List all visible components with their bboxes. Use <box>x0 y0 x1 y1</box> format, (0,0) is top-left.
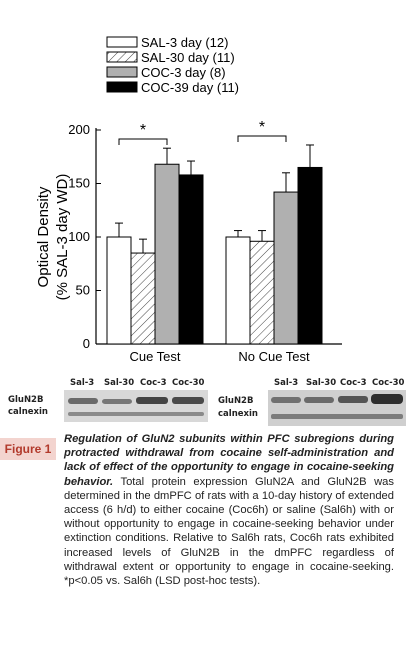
lane-label: Sal-30 <box>306 378 337 388</box>
y-axis-title: Optical Density <box>35 186 52 287</box>
chart-labels: 0 50 100 150 200 Optical Density (% SAL-3 day … <box>35 119 310 364</box>
lane-label: Sal-30 <box>104 378 135 388</box>
blot-right-labels: Sal-3 Sal-30 Coc-3 Coc-30 GluN2B calnexi… <box>214 378 411 428</box>
lane-label: Coc-3 <box>140 378 167 388</box>
chart-legend: SAL-3 day (12)SAL-30 day (11)COC-3 day (… <box>106 35 239 95</box>
bar-1 <box>106 236 132 345</box>
y-tick-label: 0 <box>83 336 90 351</box>
caption-title: Regulation of GluN2 subunits within PFC … <box>64 433 394 488</box>
lane-label: Coc-30 <box>372 378 405 388</box>
y-tick-label: 150 <box>68 176 90 191</box>
bar-chart: SAL-3 day (12)SAL-30 day (11)COC-3 day (… <box>35 35 342 364</box>
legend-swatch <box>106 36 138 48</box>
y-axis-title-2: (% SAL-3 day WD) <box>54 174 71 301</box>
row-label: calnexin <box>8 407 48 417</box>
legend-swatch <box>106 81 138 93</box>
significance-marker: * <box>259 119 265 136</box>
y-tick-label: 200 <box>68 122 90 137</box>
y-tick-label: 50 <box>76 283 90 298</box>
y-tick-label: 100 <box>68 229 90 244</box>
legend-label: SAL-3 day (12) <box>141 35 228 50</box>
bar-2 <box>130 252 156 345</box>
legend-swatch <box>106 66 138 78</box>
row-label: GluN2B <box>8 395 44 405</box>
row-label: GluN2B <box>218 396 254 406</box>
chart-bars <box>106 144 323 345</box>
bar-1 <box>225 236 251 345</box>
row-label: calnexin <box>218 409 258 419</box>
x-tick-label: Cue Test <box>129 349 180 364</box>
legend-label: COC-39 day (11) <box>141 80 239 95</box>
caption-text: Regulation of GluN2 subunits within PFC … <box>64 432 394 588</box>
significance-bracket <box>118 138 168 145</box>
figure-badge: Figure 1 <box>0 438 56 460</box>
bar-4 <box>178 174 204 345</box>
lane-label: Sal-3 <box>274 378 299 388</box>
bar-3 <box>273 191 299 345</box>
blot-left-image <box>64 390 208 422</box>
legend-swatch <box>106 51 138 63</box>
lane-label: Coc-30 <box>172 378 205 388</box>
significance-marker: * <box>140 122 146 139</box>
significance-bracket <box>237 135 287 142</box>
blot-left-labels: Sal-3 Sal-30 Coc-3 Coc-30 GluN2B calnexi… <box>0 378 210 428</box>
lane-label: Coc-3 <box>340 378 367 388</box>
bar-4 <box>297 166 323 345</box>
bar-2 <box>249 240 275 345</box>
lane-label: Sal-3 <box>70 378 95 388</box>
caption-body: Total protein expression GluN2A and GluN… <box>64 475 394 588</box>
bar-3 <box>154 163 180 345</box>
blot-right-image <box>268 390 406 426</box>
x-tick-label: No Cue Test <box>238 349 310 364</box>
legend-label: COC-3 day (8) <box>141 65 226 80</box>
legend-label: SAL-30 day (11) <box>141 50 235 65</box>
